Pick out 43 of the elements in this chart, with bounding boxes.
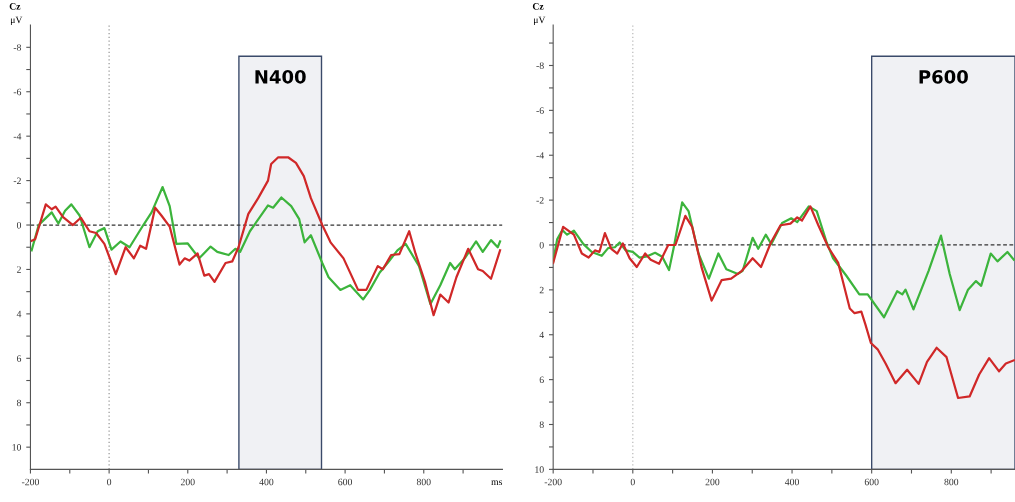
- y-tick-label: 6: [16, 355, 22, 362]
- y-tick-label: 2: [539, 286, 544, 294]
- x-tick-label: -200: [21, 478, 39, 486]
- x-tick-label: 200: [180, 478, 195, 486]
- band-label: P600: [919, 69, 968, 84]
- x-axis-title: ms: [491, 480, 503, 486]
- y-tick-label: -2: [536, 197, 544, 204]
- y-tick-label: 8: [539, 421, 544, 428]
- x-tick-label: 800: [944, 478, 959, 486]
- y-tick-label: 0: [16, 221, 22, 229]
- x-tick-label: 800: [416, 478, 431, 486]
- y-tick-label: -2: [13, 177, 21, 184]
- x-tick-label: -200: [544, 478, 562, 486]
- y-tick-label: 10: [535, 466, 544, 473]
- y-axis-title: μV: [533, 16, 546, 26]
- x-tick-label: 200: [705, 478, 720, 486]
- y-axis-title: μV: [10, 16, 23, 26]
- y-tick-label: -8: [13, 44, 22, 51]
- chart-title: Cz: [532, 3, 544, 10]
- line-series: [553, 201, 1015, 319]
- y-tick-label: 0: [539, 241, 544, 249]
- band-label: N400: [255, 69, 306, 84]
- x-tick-label: 600: [864, 478, 879, 486]
- x-tick-label: 400: [259, 478, 274, 486]
- y-tick-label: 4: [539, 331, 544, 339]
- y-tick-label: 2: [16, 266, 21, 273]
- chart-title: Cz: [9, 3, 21, 10]
- x-tick-label: 600: [338, 478, 353, 486]
- x-tick-label: 0: [107, 478, 112, 486]
- y-tick-label: -8: [536, 62, 544, 69]
- line-series: [30, 185, 502, 306]
- y-tick-label: -6: [13, 88, 22, 96]
- x-tick-label: 400: [784, 478, 799, 486]
- y-tick-label: 4: [16, 310, 22, 318]
- line-series: [30, 156, 502, 317]
- y-tick-label: 8: [16, 399, 22, 407]
- y-tick-label: -4: [536, 152, 544, 159]
- y-tick-label: -4: [13, 133, 22, 140]
- line-series: [553, 205, 1015, 400]
- y-tick-label: 10: [12, 444, 22, 451]
- y-tick-label: 6: [539, 376, 544, 384]
- x-tick-label: 0: [630, 478, 635, 486]
- y-tick-label: -6: [536, 107, 544, 114]
